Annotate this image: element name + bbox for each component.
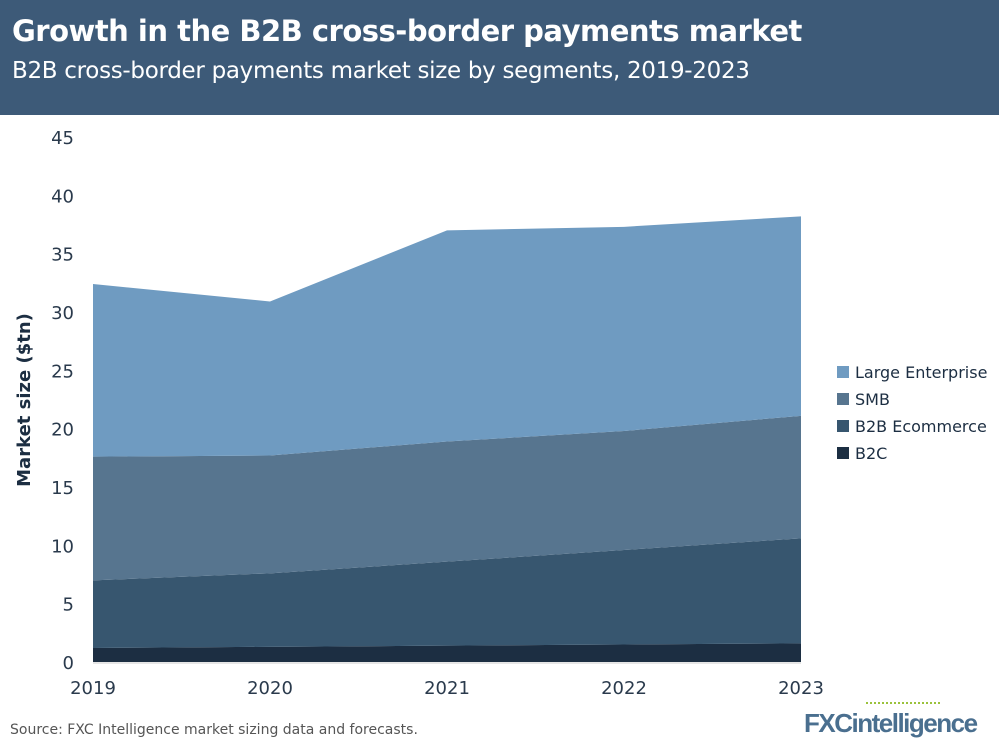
y-tick-label: 15 <box>51 478 74 499</box>
area-smb <box>93 415 801 581</box>
y-tick-label: 20 <box>51 420 74 441</box>
fxc-logo: FXCintelligence <box>804 702 978 739</box>
y-tick-label: 35 <box>51 245 74 266</box>
chart-subtitle: B2B cross-border payments market size by… <box>12 58 750 84</box>
header: Growth in the B2B cross-border payments … <box>0 0 999 115</box>
x-tick-label: 2021 <box>424 678 470 699</box>
legend-swatch <box>837 393 849 405</box>
area-large-enterprise <box>93 216 801 457</box>
y-tick-label: 10 <box>51 536 74 557</box>
y-tick-label: 40 <box>51 186 74 207</box>
y-tick-label: 5 <box>63 595 74 616</box>
y-tick-label: 0 <box>63 653 74 674</box>
x-tick-label: 2020 <box>247 678 293 699</box>
y-tick-label: 30 <box>51 303 74 324</box>
x-tick-label: 2023 <box>778 678 824 699</box>
logo-text: FXCintelligence <box>804 708 978 738</box>
legend-swatch <box>837 420 849 432</box>
legend-label: SMB <box>855 390 890 409</box>
source-note: Source: FXC Intelligence market sizing d… <box>10 722 418 738</box>
legend-swatch <box>837 366 849 378</box>
y-axis-label: Market size ($tn) <box>14 313 35 487</box>
area-b2b-ecommerce <box>93 538 801 648</box>
legend-label: B2C <box>855 444 887 463</box>
legend-swatch <box>837 447 849 459</box>
x-tick-label: 2019 <box>70 678 116 699</box>
legend-label: Large Enterprise <box>855 363 987 382</box>
chart-title: Growth in the B2B cross-border payments … <box>12 14 802 48</box>
y-tick-label: 45 <box>51 128 74 149</box>
x-tick-label: 2022 <box>601 678 647 699</box>
area-b2c <box>93 643 801 662</box>
legend-label: B2B Ecommerce <box>855 417 987 436</box>
y-tick-label: 25 <box>51 361 74 382</box>
